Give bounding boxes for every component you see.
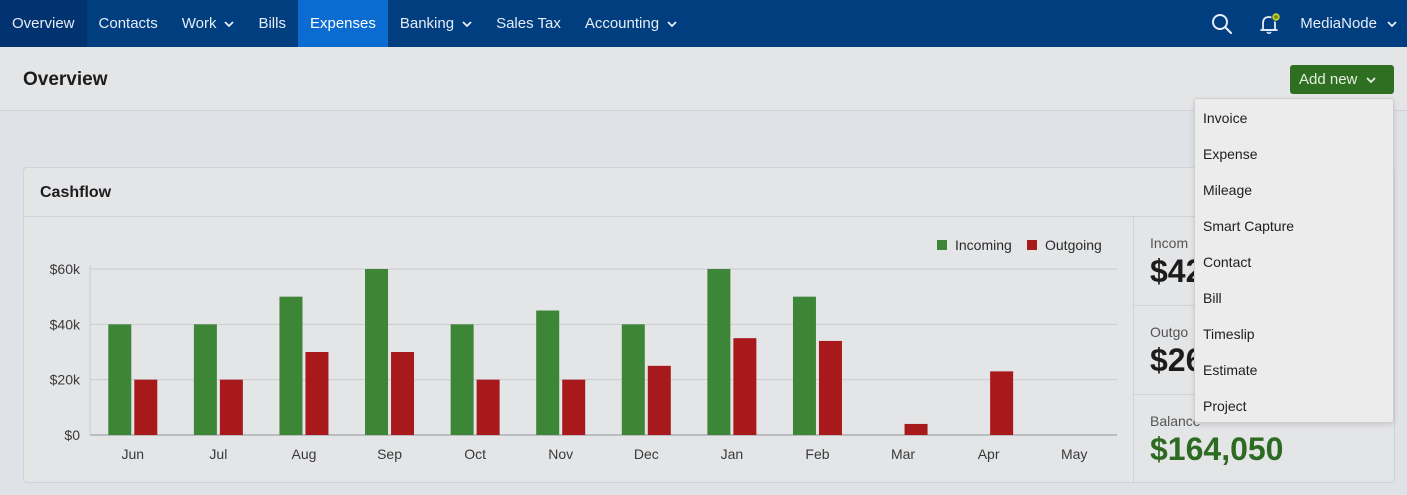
user-menu[interactable]: MediaNode [1294, 15, 1407, 32]
x-tick-label: Feb [805, 446, 829, 462]
nav-item-expenses[interactable]: Expenses [297, 0, 388, 47]
y-tick-label: $0 [64, 427, 80, 443]
balance-label: Balance [1150, 413, 1201, 429]
menu-item-contact[interactable]: Contact [1203, 254, 1252, 270]
nav-right-group: MediaNode [1198, 0, 1407, 47]
nav-item-sales-tax[interactable]: Sales Tax [484, 0, 573, 47]
incoming-bar [279, 296, 303, 435]
add-new-dropdown-menu: Invoice Expense Mileage Smart Capture Contac… [1194, 98, 1394, 423]
nav-item-overview[interactable]: Overview [0, 0, 87, 47]
cashflow-chart-area: $0 $20k $40k $60k Jun Jul Aug Sep Oct Nov Dec Jan Fe… [24, 217, 1133, 483]
nav-item-label: Work [181, 15, 217, 32]
incoming-label: Incom [1150, 235, 1189, 251]
outgoing-bar [904, 423, 928, 435]
nav-item-label: Accounting [584, 15, 660, 32]
outgoing-bar [733, 338, 757, 435]
outgoing-bar [476, 379, 500, 435]
outgoing-label: Outgo [1150, 324, 1189, 340]
x-tick-label: Mar [891, 446, 915, 462]
nav-item-work[interactable]: Work [170, 0, 247, 47]
chevron-down-icon [1387, 20, 1397, 27]
x-tick-label: Nov [548, 446, 573, 462]
menu-item-invoice[interactable]: Invoice [1203, 110, 1248, 126]
nav-item-label: Overview [12, 15, 75, 32]
x-tick-label: Jun [122, 446, 145, 462]
x-tick-label: Aug [291, 446, 316, 462]
user-name: MediaNode [1300, 15, 1377, 32]
incoming-bar [193, 324, 217, 435]
menu-item-project[interactable]: Project [1203, 398, 1247, 414]
chevron-down-icon [1366, 76, 1377, 83]
search-icon [1212, 13, 1233, 34]
nav-item-accounting[interactable]: Accounting [573, 0, 689, 47]
page-header: Overview Add new [0, 47, 1407, 111]
incoming-bar [450, 324, 474, 435]
x-tick-label: Sep [377, 446, 402, 462]
incoming-bar [792, 296, 816, 435]
incoming-bar [621, 324, 645, 435]
outgoing-bar [219, 379, 243, 435]
x-tick-label: Apr [978, 446, 1000, 462]
incoming-bar [108, 324, 132, 435]
outgoing-legend-swatch [1027, 240, 1037, 250]
top-navigation: Overview Contacts Work Bills Expenses Banking… [0, 0, 1407, 47]
y-tick-label: $20k [50, 372, 81, 388]
add-new-label: Add new [1299, 71, 1358, 88]
menu-item-timeslip[interactable]: Timeslip [1203, 326, 1255, 342]
outgoing-bar [990, 371, 1014, 435]
balance-value: $164,050 [1150, 431, 1284, 467]
cashflow-card: Cashflow $0 $20k $40k $60k Jun Jul Aug Sep Oct No… [23, 167, 1395, 483]
cashflow-title: Cashflow [40, 184, 112, 201]
nav-item-bills[interactable]: Bills [246, 0, 298, 47]
menu-item-estimate[interactable]: Estimate [1203, 362, 1258, 378]
x-tick-label: Oct [464, 446, 486, 462]
y-tick-label: $40k [50, 316, 81, 332]
x-tick-label: Dec [634, 446, 659, 462]
x-tick-label: May [1061, 446, 1087, 462]
nav-item-label: Sales Tax [496, 15, 561, 32]
nav-item-label: Expenses [309, 15, 376, 32]
nav-item-banking[interactable]: Banking [388, 0, 484, 47]
add-new-button[interactable]: Add new [1290, 65, 1394, 94]
menu-item-expense[interactable]: Expense [1203, 146, 1258, 162]
x-tick-label: Jan [721, 446, 744, 462]
incoming-legend-label: Incoming [955, 237, 1012, 253]
notification-bell-icon [1260, 11, 1281, 34]
page-title: Overview [23, 69, 108, 90]
cashflow-chart: $0 $20k $40k $60k Jun Jul Aug Sep Oct Nov Dec Jan Fe… [50, 237, 1117, 462]
incoming-legend-swatch [937, 240, 947, 250]
balance-summary: Balance $164,050 [1134, 395, 1395, 483]
outgoing-bar [818, 340, 842, 435]
incoming-bar [365, 269, 389, 435]
x-tick-label: Jul [209, 446, 227, 462]
menu-item-bill[interactable]: Bill [1203, 290, 1222, 306]
outgoing-bar [391, 352, 415, 435]
nav-item-label: Banking [399, 15, 455, 32]
outgoing-bar [134, 379, 158, 435]
search-button[interactable] [1198, 0, 1246, 47]
menu-item-smart-capture[interactable]: Smart Capture [1203, 218, 1295, 234]
nav-item-contacts[interactable]: Contacts [87, 0, 170, 47]
cashflow-card-header: Cashflow [24, 168, 1394, 217]
incoming-bar [536, 310, 560, 435]
outgoing-bar [647, 365, 671, 435]
chevron-down-icon [224, 20, 235, 27]
chevron-down-icon [462, 20, 472, 27]
outgoing-bar [562, 379, 586, 435]
nav-item-label: Contacts [98, 15, 158, 32]
incoming-bar [707, 269, 731, 435]
y-tick-label: $60k [50, 261, 81, 277]
chevron-down-icon [667, 20, 677, 27]
nav-item-label: Bills [258, 15, 286, 32]
outgoing-legend-label: Outgoing [1045, 237, 1102, 253]
menu-item-mileage[interactable]: Mileage [1203, 182, 1253, 198]
outgoing-bar [305, 352, 329, 435]
notifications-button[interactable] [1246, 0, 1294, 47]
